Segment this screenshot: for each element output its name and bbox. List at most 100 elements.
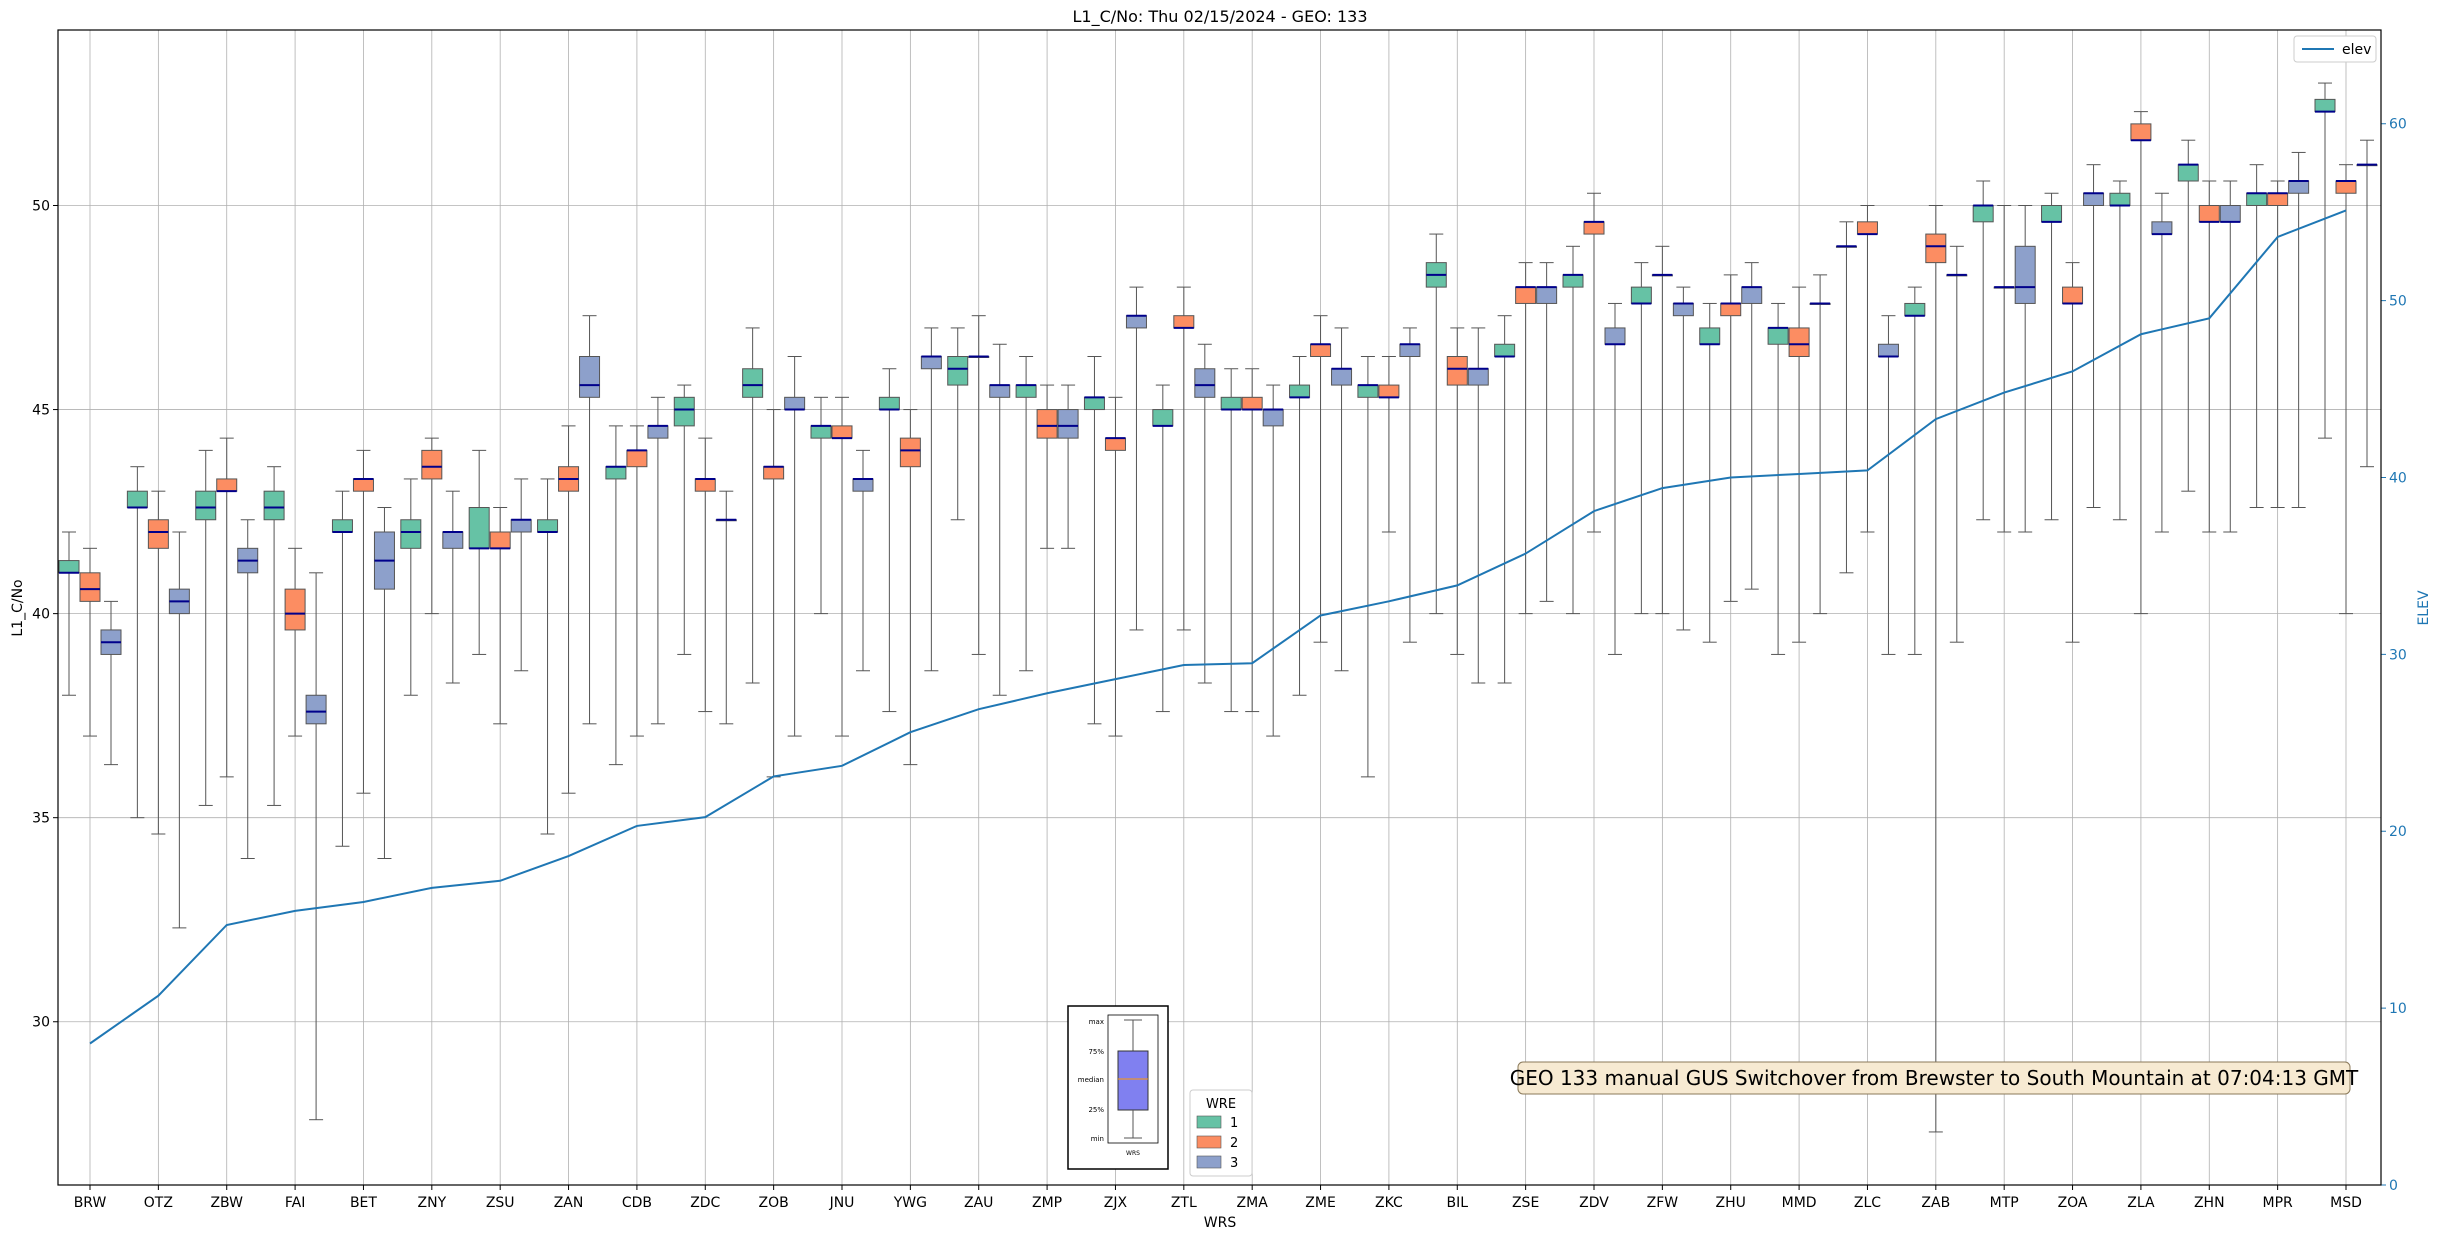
box-key-label-75: 75% xyxy=(1088,1048,1104,1056)
box-iqr xyxy=(920,356,942,370)
box-wre-3 xyxy=(2083,164,2105,509)
box-iqr xyxy=(468,507,490,549)
box-wre-2 xyxy=(352,449,374,794)
box-wre-2 xyxy=(1036,384,1058,549)
annotation: GEO 133 manual GUS Switchover from Brews… xyxy=(1510,1061,2359,1095)
box-iqr xyxy=(579,356,601,398)
box-wre-2 xyxy=(1856,204,1878,533)
box-wre-1 xyxy=(878,368,900,713)
box-wre-2 xyxy=(2335,164,2357,615)
x-tick-label: ZHU xyxy=(1716,1195,1746,1211)
box-iqr xyxy=(1331,368,1353,386)
box-wre-2 xyxy=(1378,356,1400,533)
y-tick-label: 35 xyxy=(32,811,50,827)
box-iqr xyxy=(2041,204,2063,223)
x-tick-label: BET xyxy=(350,1195,377,1211)
box-iqr xyxy=(1583,221,1605,235)
box-wre-2 xyxy=(763,409,785,778)
box-wre-1 xyxy=(195,449,217,806)
box-iqr xyxy=(216,478,238,492)
box-iqr xyxy=(421,449,443,480)
box-wre-2 xyxy=(1925,204,1947,1133)
box-wre-2 xyxy=(626,425,648,737)
box-wre-2 xyxy=(2130,111,2152,615)
x-tick-label: ZSU xyxy=(486,1195,515,1211)
x-tick-label: ZNY xyxy=(418,1195,447,1211)
box-wre-3 xyxy=(1262,384,1284,737)
box-wre-1 xyxy=(1699,302,1721,643)
wre-legend-items: 1 2 3 xyxy=(1196,1115,1238,1171)
box-iqr xyxy=(1562,274,1584,288)
box-iqr xyxy=(195,490,217,521)
x-tick-label: ZSE xyxy=(1512,1195,1539,1211)
wre-legend-label-2: 2 xyxy=(1230,1136,1238,1151)
box-iqr xyxy=(605,466,627,480)
box-wre-1 xyxy=(1083,356,1105,725)
y2-axis-ticks: 0 10 20 30 40 50 60 xyxy=(2381,117,2407,1194)
box-iqr xyxy=(510,519,532,533)
x-tick-label: ZHN xyxy=(2194,1195,2225,1211)
x-tick-label: ZAU xyxy=(964,1195,993,1211)
y2-tick-label: 0 xyxy=(2389,1178,2398,1194)
x-tick-label: ZBW xyxy=(210,1195,243,1211)
box-iqr xyxy=(1446,356,1468,386)
box-iqr xyxy=(784,396,806,411)
x-tick-label: ZME xyxy=(1305,1195,1336,1211)
annotation-box xyxy=(1517,1061,2351,1095)
box-iqr xyxy=(878,396,900,411)
box-iqr xyxy=(1720,302,1742,317)
box-iqr xyxy=(331,519,353,533)
box-wre-3 xyxy=(442,490,464,684)
box-wre-2 xyxy=(1583,192,1605,533)
box-iqr xyxy=(810,425,832,439)
box-wre-3 xyxy=(1741,262,1763,590)
box-iqr xyxy=(58,560,80,574)
box-iqr xyxy=(352,478,374,492)
box-wre-2 xyxy=(216,437,238,778)
box-iqr xyxy=(1767,327,1789,345)
box-iqr xyxy=(1057,409,1079,439)
box-key-label-25: 25% xyxy=(1088,1106,1104,1114)
box-wre-3 xyxy=(989,343,1011,696)
box-iqr xyxy=(1672,302,1694,317)
box-wre-2 xyxy=(1446,327,1468,655)
box-wre-3 xyxy=(715,490,737,725)
box-wre-3 xyxy=(100,600,122,766)
box-wre-2 xyxy=(1720,274,1742,602)
box-wre-3 xyxy=(2219,180,2241,533)
plot-frame xyxy=(57,29,2382,1186)
box-iqr xyxy=(1194,368,1216,398)
box-iqr xyxy=(1083,396,1105,411)
box-wre-2 xyxy=(79,547,101,737)
y-axis-label: L1_C/No xyxy=(10,579,26,636)
box-wre-2 xyxy=(1104,396,1126,737)
box-iqr xyxy=(1925,233,1947,264)
box-wre-1 xyxy=(742,327,764,684)
box-iqr xyxy=(831,425,853,439)
box-iqr xyxy=(626,449,648,468)
box-iqr xyxy=(305,694,327,725)
box-key-label-min: min xyxy=(1091,1135,1104,1143)
box-wre-2 xyxy=(1993,204,2015,533)
x-tick-label: FAI xyxy=(285,1195,305,1211)
box-wre-3 xyxy=(510,478,532,672)
box-wre-2 xyxy=(1310,315,1332,643)
box-iqr xyxy=(2151,221,2173,235)
wre-legend-swatch-1 xyxy=(1196,1115,1222,1129)
elevation-line-layer xyxy=(89,209,2347,1045)
box-iqr xyxy=(1015,384,1037,398)
box-iqr xyxy=(2314,98,2336,113)
box-wre-3 xyxy=(1672,286,1694,631)
box-iqr xyxy=(2198,204,2220,223)
x-tick-label: CDB xyxy=(622,1195,652,1211)
y2-tick-label: 10 xyxy=(2389,1001,2407,1017)
box-key-xlabel: WRS xyxy=(1126,1150,1140,1157)
box-iqr xyxy=(899,437,921,468)
box-wre-2 xyxy=(558,425,580,794)
box-iqr xyxy=(400,519,422,549)
y-tick-label: 30 xyxy=(32,1015,50,1031)
box-wre-2 xyxy=(899,409,921,766)
box-wre-2 xyxy=(1515,262,1537,615)
box-wre-3 xyxy=(305,572,327,1121)
